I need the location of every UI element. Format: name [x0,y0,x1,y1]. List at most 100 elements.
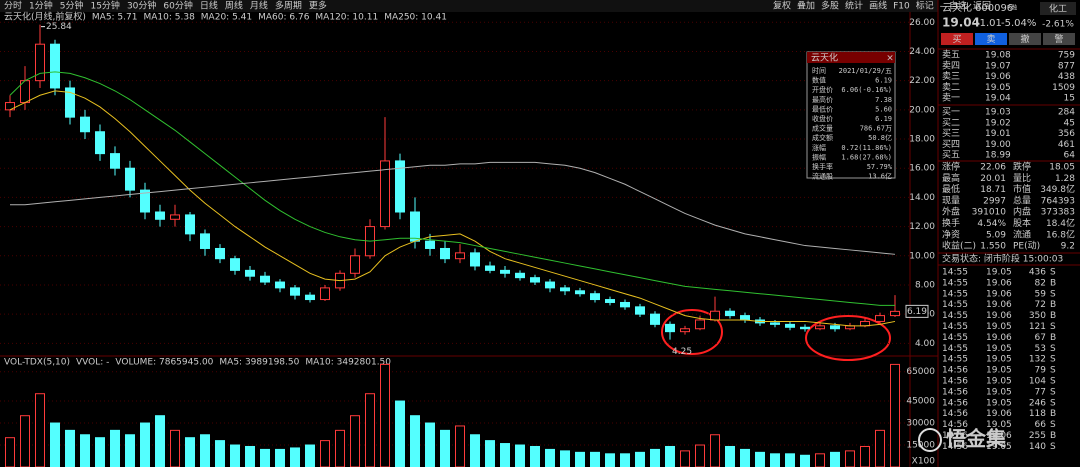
trade-button-label[interactable]: 买 [952,34,961,45]
candle-body [65,87,75,118]
candle-body [815,325,825,330]
candle-body [650,313,660,325]
tool-button[interactable]: 返回 [973,0,991,12]
trade-button-label[interactable]: 撤 [1020,33,1029,45]
info-key: 收盘价 [812,114,833,123]
info-box [806,51,896,179]
volume-bar [785,453,795,467]
tool-button[interactable]: 叠加 [797,1,815,12]
stat-value: 20.01 [980,174,1006,184]
ma-line [9,71,895,306]
trade-time: 14:55 [942,289,968,299]
book-label: 买一 [942,107,960,118]
period-tab[interactable]: 更多 [309,0,327,12]
book-volume: 438 [1058,72,1075,82]
tool-button[interactable]: 复权 [773,0,791,12]
watermark: 悟金集 [946,427,1007,451]
period-tab[interactable]: 1分钟 [29,0,53,12]
info-key: 最低价 [812,104,833,113]
stock-name: 600096 [975,3,1013,14]
trade-volume: 72 [1035,300,1046,310]
tool-button[interactable]: F10 [893,2,910,12]
trade-time: 14:56 [942,409,968,419]
volume-tick-label: 30000 [906,419,935,429]
stat-label: 收益(二) [942,240,976,252]
info-key: 最高价 [812,95,833,104]
tool-button[interactable]: 画线 [869,0,887,12]
trade-time: 14:55 [942,311,968,321]
stat-label: 外盘 [942,206,960,218]
period-tab[interactable]: 15分钟 [90,0,119,12]
volume-bar [50,422,60,467]
stat-label: 最高 [942,172,960,184]
period-tab[interactable]: 多周期 [275,0,302,12]
period-tab[interactable]: 5分钟 [60,0,84,12]
volume-bar [230,444,240,467]
period-tab[interactable]: 分时 [4,0,22,12]
trade-button-label[interactable]: 警 [1054,33,1063,45]
volume-legend: MA5: 3989198.50 [219,358,299,368]
trade-price: 19.06 [986,289,1012,299]
watermark-icon [918,428,942,452]
tool-button[interactable]: 标记 [916,0,934,12]
trade-price: 19.06 [986,311,1012,321]
book-volume: 356 [1058,129,1075,139]
stat-label: 量比 [1013,172,1031,184]
volume-bar [335,429,345,467]
trade-price: 19.06 [986,278,1012,288]
stat-value: 18.71 [980,185,1006,195]
last-price-label: 6.19 [907,307,927,317]
period-tab[interactable]: 30分钟 [127,0,156,12]
toolbar [0,0,938,12]
book-volume: 45 [1064,118,1075,128]
trade-side: S [1050,398,1056,408]
close-button[interactable]: × [886,54,894,64]
sector-box [1040,2,1076,15]
volume-bar [410,415,420,467]
volume-bar [560,450,570,467]
candle-body [515,272,525,279]
trade-side: B [1050,431,1056,441]
book-volume: 15 [1064,94,1075,104]
book-volume: 284 [1058,108,1075,118]
trade-button[interactable] [1009,33,1041,45]
candle-body [410,211,420,242]
period-tab[interactable]: 月线 [250,0,268,12]
trade-button[interactable] [975,33,1007,45]
volume-bar [470,434,480,467]
trade-button[interactable] [941,33,973,45]
stat-label: 内盘 [1013,206,1031,218]
period-tab[interactable]: 日线 [200,0,218,12]
volume-legend: MA10: 3492801.50 [305,358,391,368]
tool-button[interactable]: 自选 [949,0,967,12]
candle-body [830,325,840,330]
volume-tick-label: 65000 [906,367,935,377]
tool-button[interactable]: - [940,2,943,12]
volume-bar [575,451,585,467]
book-price: 19.05 [985,83,1011,93]
book-price: 19.07 [985,61,1011,71]
trade-time: 14:55 [942,278,968,288]
ma-legend: MA10: 5.38 [143,13,195,23]
candle-body [635,306,645,315]
period-tab[interactable]: 60分钟 [163,0,192,12]
period-tab[interactable]: 周线 [225,0,243,12]
book-price: 19.01 [985,129,1011,139]
trade-button[interactable] [1043,33,1075,45]
tool-button[interactable]: 统计 [845,0,863,12]
stat-value: 18.05 [1049,163,1075,173]
volume-bar [860,445,870,467]
volume-bar [320,440,330,467]
volume-bar [680,450,690,467]
stat-label: 现量 [942,195,960,206]
volume-bar [545,448,555,467]
book-volume: 759 [1058,51,1075,61]
trade-time: 14:55 [942,300,968,310]
candle-body [680,328,690,333]
volume-bar [95,437,105,467]
tool-button[interactable]: 多股 [821,0,839,12]
trade-volume: 121 [1029,322,1046,332]
trade-button-label[interactable]: 卖 [986,34,995,45]
candle-body [140,189,150,213]
candle-body [740,315,750,321]
